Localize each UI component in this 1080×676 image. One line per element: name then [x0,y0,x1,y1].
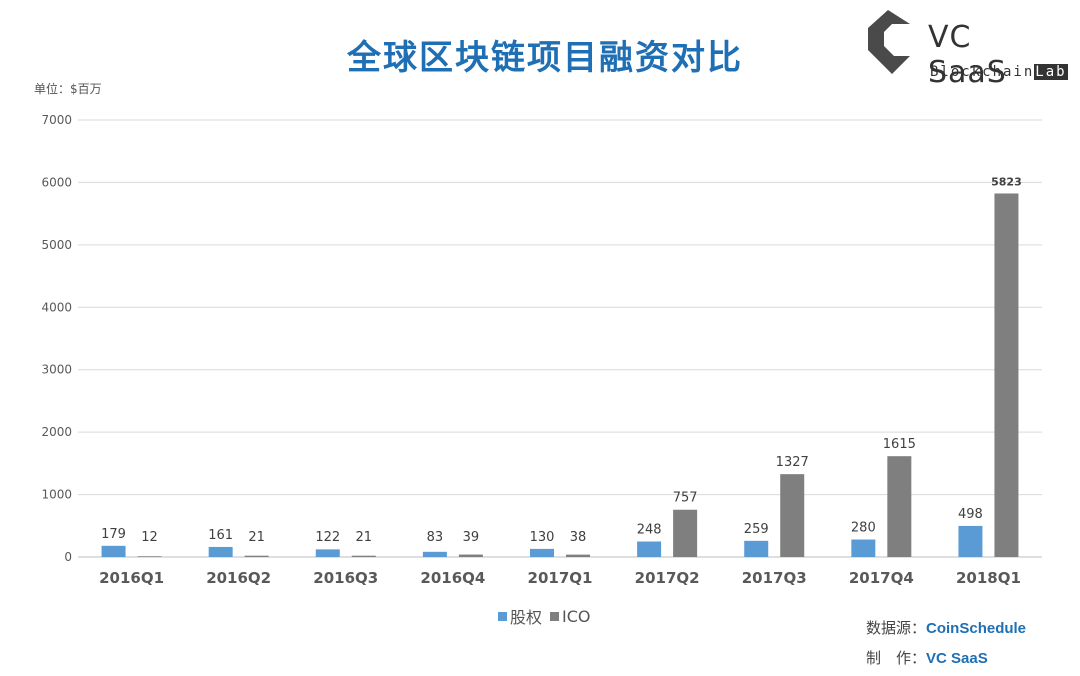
maker: 制 作：VC SaaS [866,647,988,668]
legend-label-ico: ICO [562,606,591,626]
bar-equity [208,546,233,557]
logo-subtitle-text: Blockchain [930,64,1035,80]
legend-swatch-ico [550,611,560,621]
data-label: 248 [637,523,662,538]
bar-equity [637,541,662,557]
data-label: 83 [427,530,444,545]
data-label: 38 [570,530,587,545]
data-label: 757 [673,491,698,506]
logo-subtitle-highlight: Lab [1034,64,1068,80]
logo: VC SaaS BlockchainLab [858,8,1068,90]
data-label: 280 [851,521,876,536]
x-tick-label: 2017Q4 [849,569,914,587]
bar-equity [851,539,876,557]
bar-ico [673,509,698,557]
data-source-value: CoinSchedule [926,620,1027,637]
vc-saas-logo-icon [868,10,910,74]
data-label: 259 [744,522,769,537]
logo-subtitle: BlockchainLab [930,64,1068,80]
maker-label: 制 作： [866,649,927,667]
y-tick-label: 2000 [41,425,72,439]
x-tick-label: 2016Q4 [420,569,485,587]
x-tick-label: 2016Q3 [313,569,378,587]
x-tick-label: 2016Q1 [99,569,164,587]
legend-swatch-equity [498,611,507,621]
y-tick-label: 1000 [41,488,72,502]
data-label: 1327 [776,455,809,470]
bar-equity [422,551,447,557]
y-tick-label: 3000 [41,363,72,377]
bar-equity [315,549,340,557]
logo-title: VC SaaS [928,20,1007,90]
bar-ico [244,555,269,557]
data-label: 498 [958,507,983,522]
data-source-label: 数据源： [866,619,927,637]
y-tick-label: 0 [64,550,72,564]
chart-title: 全球区块链项目融资对比 [347,38,743,78]
bar-ico [137,556,162,557]
data-label: 122 [315,530,340,545]
data-label: 21 [356,530,373,545]
data-label: 179 [101,527,126,542]
bar-equity [530,548,554,557]
bar-equity [958,525,983,557]
data-label: 130 [530,530,555,545]
bar-equity [101,545,126,557]
bar-ico [458,554,483,557]
x-tick-label: 2017Q2 [635,569,700,587]
x-tick-label: 2018Q1 [956,569,1021,587]
data-label: 21 [248,530,265,545]
x-tick-label: 2017Q3 [742,569,807,587]
x-tick-label: 2017Q1 [528,569,593,587]
x-tick-label: 2016Q2 [206,569,271,587]
bar-ico [780,474,805,557]
bar-ico [887,456,912,557]
maker-value: VC SaaS [926,650,988,667]
y-tick-label: 7000 [41,113,72,127]
bar-ico [994,193,1019,557]
data-label: 1615 [883,437,916,452]
data-source: 数据源：CoinSchedule [866,617,1026,638]
bar-ico [566,554,590,557]
legend-item-ico: ICO [550,606,591,626]
legend-item-equity: 股权 [498,604,542,628]
data-label: 12 [141,530,158,545]
bar-equity [744,540,769,557]
data-label: 161 [208,528,233,543]
y-tick-label: 5000 [41,238,72,252]
unit-label: 单位：$百万 [34,82,102,96]
data-label: 39 [463,530,480,545]
legend-label-equity: 股权 [510,608,543,627]
legend: 股权 ICO [498,604,595,628]
bar-chart: 0 1000 2000 3000 4000 5000 6000 7000 179 12 2016Q1… [41,113,1042,587]
data-label: 5823 [991,175,1022,188]
y-tick-label: 4000 [41,300,72,314]
bar-ico [351,555,376,557]
y-tick-label: 6000 [41,175,72,189]
